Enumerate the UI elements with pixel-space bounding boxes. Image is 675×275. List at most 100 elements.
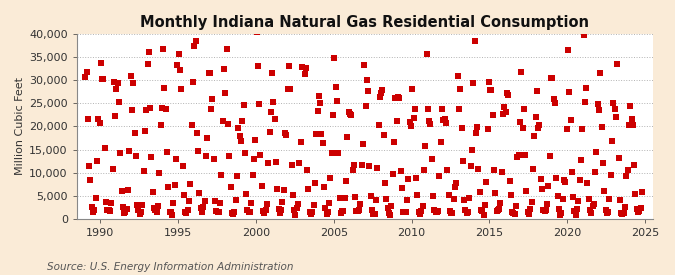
Point xyxy=(206,107,217,111)
Point xyxy=(583,197,594,201)
Point xyxy=(194,191,205,195)
Point xyxy=(259,211,270,215)
Point xyxy=(221,47,232,51)
Point xyxy=(622,168,633,173)
Point xyxy=(368,211,379,216)
Point xyxy=(413,209,424,214)
Point xyxy=(407,87,418,92)
Point xyxy=(331,98,342,103)
Point xyxy=(143,49,154,54)
Point xyxy=(578,32,589,37)
Point xyxy=(129,131,140,135)
Point xyxy=(434,174,445,178)
Point xyxy=(392,119,402,123)
Point xyxy=(348,163,359,167)
Point xyxy=(313,94,324,98)
Point xyxy=(282,87,293,92)
Point xyxy=(520,153,531,158)
Point xyxy=(599,188,610,193)
Point xyxy=(513,153,524,158)
Point xyxy=(604,196,615,201)
Point xyxy=(455,87,466,92)
Text: Source: U.S. Energy Information Administration: Source: U.S. Energy Information Administ… xyxy=(47,262,294,271)
Point xyxy=(535,176,546,181)
Point xyxy=(113,100,124,104)
Point xyxy=(126,74,136,78)
Point xyxy=(371,197,381,202)
Point xyxy=(586,211,597,215)
Point xyxy=(485,88,495,93)
Point xyxy=(220,91,231,96)
Point xyxy=(603,210,614,214)
Point xyxy=(573,199,584,203)
Point xyxy=(545,76,556,80)
Point xyxy=(148,206,159,210)
Point xyxy=(400,210,411,214)
Point xyxy=(473,167,484,171)
Point xyxy=(173,52,184,56)
Point xyxy=(491,209,502,214)
Point xyxy=(529,134,539,139)
Point xyxy=(207,97,218,101)
Point xyxy=(284,64,294,68)
Point xyxy=(439,117,450,122)
Point xyxy=(116,189,127,194)
Point xyxy=(289,208,300,213)
Point xyxy=(219,67,230,72)
Point xyxy=(383,211,394,216)
Point xyxy=(217,119,228,123)
Point xyxy=(508,210,519,215)
Point xyxy=(182,208,193,213)
Point xyxy=(97,77,107,81)
Point xyxy=(321,211,332,216)
Point xyxy=(543,183,554,188)
Point xyxy=(264,129,275,134)
Point xyxy=(298,24,308,29)
Point xyxy=(238,103,249,108)
Point xyxy=(593,102,603,106)
Point xyxy=(421,51,432,56)
Point xyxy=(486,88,497,92)
Point xyxy=(355,201,366,206)
Point xyxy=(594,108,605,112)
Point xyxy=(209,157,219,161)
Point xyxy=(516,70,526,74)
Point xyxy=(102,208,113,213)
Point xyxy=(628,163,639,168)
Point xyxy=(354,208,364,213)
Point xyxy=(389,140,400,145)
Point xyxy=(278,188,289,192)
Point xyxy=(433,208,443,213)
Point xyxy=(359,62,370,67)
Point xyxy=(281,132,292,137)
Point xyxy=(628,123,639,127)
Point xyxy=(103,208,114,212)
Point xyxy=(538,208,549,212)
Point xyxy=(123,188,134,192)
Point xyxy=(307,210,318,214)
Point xyxy=(566,170,577,175)
Point xyxy=(533,126,543,130)
Point xyxy=(230,198,241,203)
Point xyxy=(587,204,598,208)
Point xyxy=(134,212,145,216)
Point xyxy=(88,210,99,214)
Point xyxy=(90,196,101,200)
Point xyxy=(168,201,179,205)
Point xyxy=(521,189,532,194)
Point xyxy=(610,107,620,111)
Point xyxy=(251,30,262,34)
Point xyxy=(427,194,438,198)
Point xyxy=(275,211,286,216)
Point xyxy=(580,86,591,90)
Point xyxy=(612,62,622,66)
Point xyxy=(476,208,487,213)
Point xyxy=(385,213,396,217)
Point xyxy=(403,177,414,182)
Point xyxy=(475,190,485,194)
Point xyxy=(483,80,494,84)
Point xyxy=(293,202,304,207)
Point xyxy=(398,210,408,214)
Point xyxy=(334,196,345,200)
Point xyxy=(465,164,476,169)
